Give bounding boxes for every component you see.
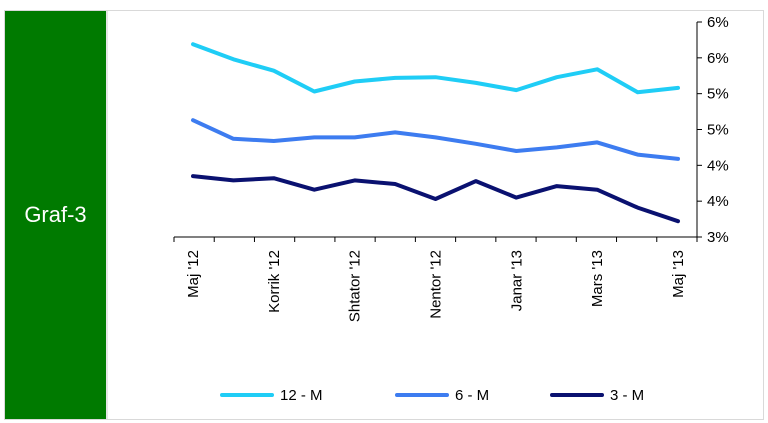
x-tick-label: Janar '13 <box>508 250 525 311</box>
side-label-panel: Graf-3 <box>5 11 106 419</box>
panel-divider <box>106 11 108 419</box>
x-tick-label: Korrik '12 <box>266 250 283 313</box>
chart-legend: 12 - M 6 - M 3 - M <box>220 387 644 404</box>
y-tick-label: 4% <box>707 157 729 174</box>
side-label: Graf-3 <box>24 202 87 227</box>
y-tick-label: 6% <box>707 50 729 67</box>
y-tick-label: 6% <box>707 14 729 31</box>
chart-axes <box>173 21 702 242</box>
x-tick-label: Mars '13 <box>589 250 606 307</box>
legend-label-3: 3 - M <box>610 387 644 404</box>
legend-label-1: 12 - M <box>280 387 323 404</box>
x-tick-label: Maj '12 <box>185 250 202 298</box>
series-line-2 <box>191 118 680 161</box>
y-tick-label: 3% <box>707 229 729 246</box>
y-tick-label: 5% <box>707 86 729 103</box>
series-line-3 <box>191 174 680 224</box>
legend-label-2: 6 - M <box>455 387 489 404</box>
series-line-1 <box>191 42 680 95</box>
y-tick-label: 4% <box>707 193 729 210</box>
chart-series <box>191 42 680 224</box>
x-axis-ticks: Maj '12 Korrik '12 Shtator '12 Nentor '12 Ja… <box>185 250 687 322</box>
x-tick-label: Shtator '12 <box>347 250 364 322</box>
y-axis-ticks: 3% 4% 4% 5% 5% 6% 6% <box>707 14 729 246</box>
x-tick-label: Nentor '12 <box>428 250 445 319</box>
y-tick-label: 5% <box>707 122 729 139</box>
x-tick-label: Maj '13 <box>670 250 687 298</box>
